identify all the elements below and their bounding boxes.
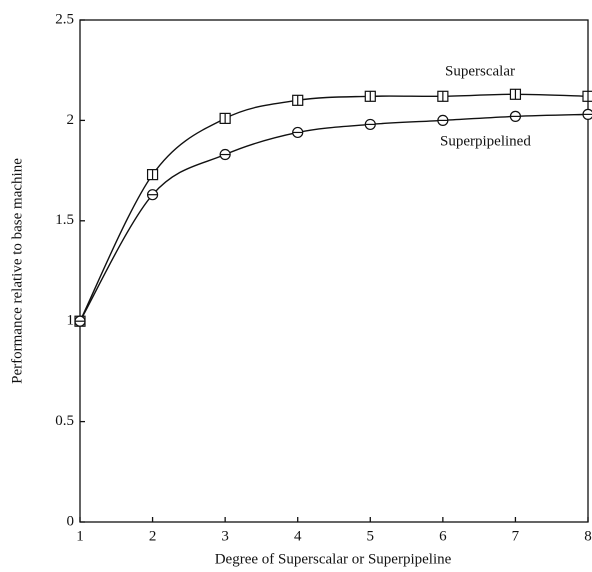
x-tick-label: 5 [367, 528, 375, 544]
x-tick-label: 8 [584, 528, 592, 544]
x-tick-label: 3 [221, 528, 229, 544]
y-tick-label: 2 [67, 112, 75, 128]
x-tick-label: 4 [294, 528, 302, 544]
x-tick-label: 1 [76, 528, 84, 544]
x-axis-label: Degree of Superscalar or Superpipeline [215, 551, 452, 567]
x-tick-label: 2 [149, 528, 157, 544]
x-tick-label: 6 [439, 528, 447, 544]
plot-frame [79, 19, 589, 523]
y-tick-label: 1.5 [55, 212, 74, 228]
series-label: Superscalar [445, 63, 515, 79]
y-tick-label: 1 [67, 313, 75, 329]
y-tick-label: 0 [67, 513, 75, 529]
y-axis-label: Performance relative to base machine [9, 158, 25, 384]
x-tick-label: 7 [512, 528, 520, 544]
y-tick-label: 0.5 [55, 413, 74, 429]
y-tick-label: 2.5 [55, 11, 74, 27]
series-line [79, 93, 589, 322]
series-label: Superpipelined [440, 133, 531, 149]
